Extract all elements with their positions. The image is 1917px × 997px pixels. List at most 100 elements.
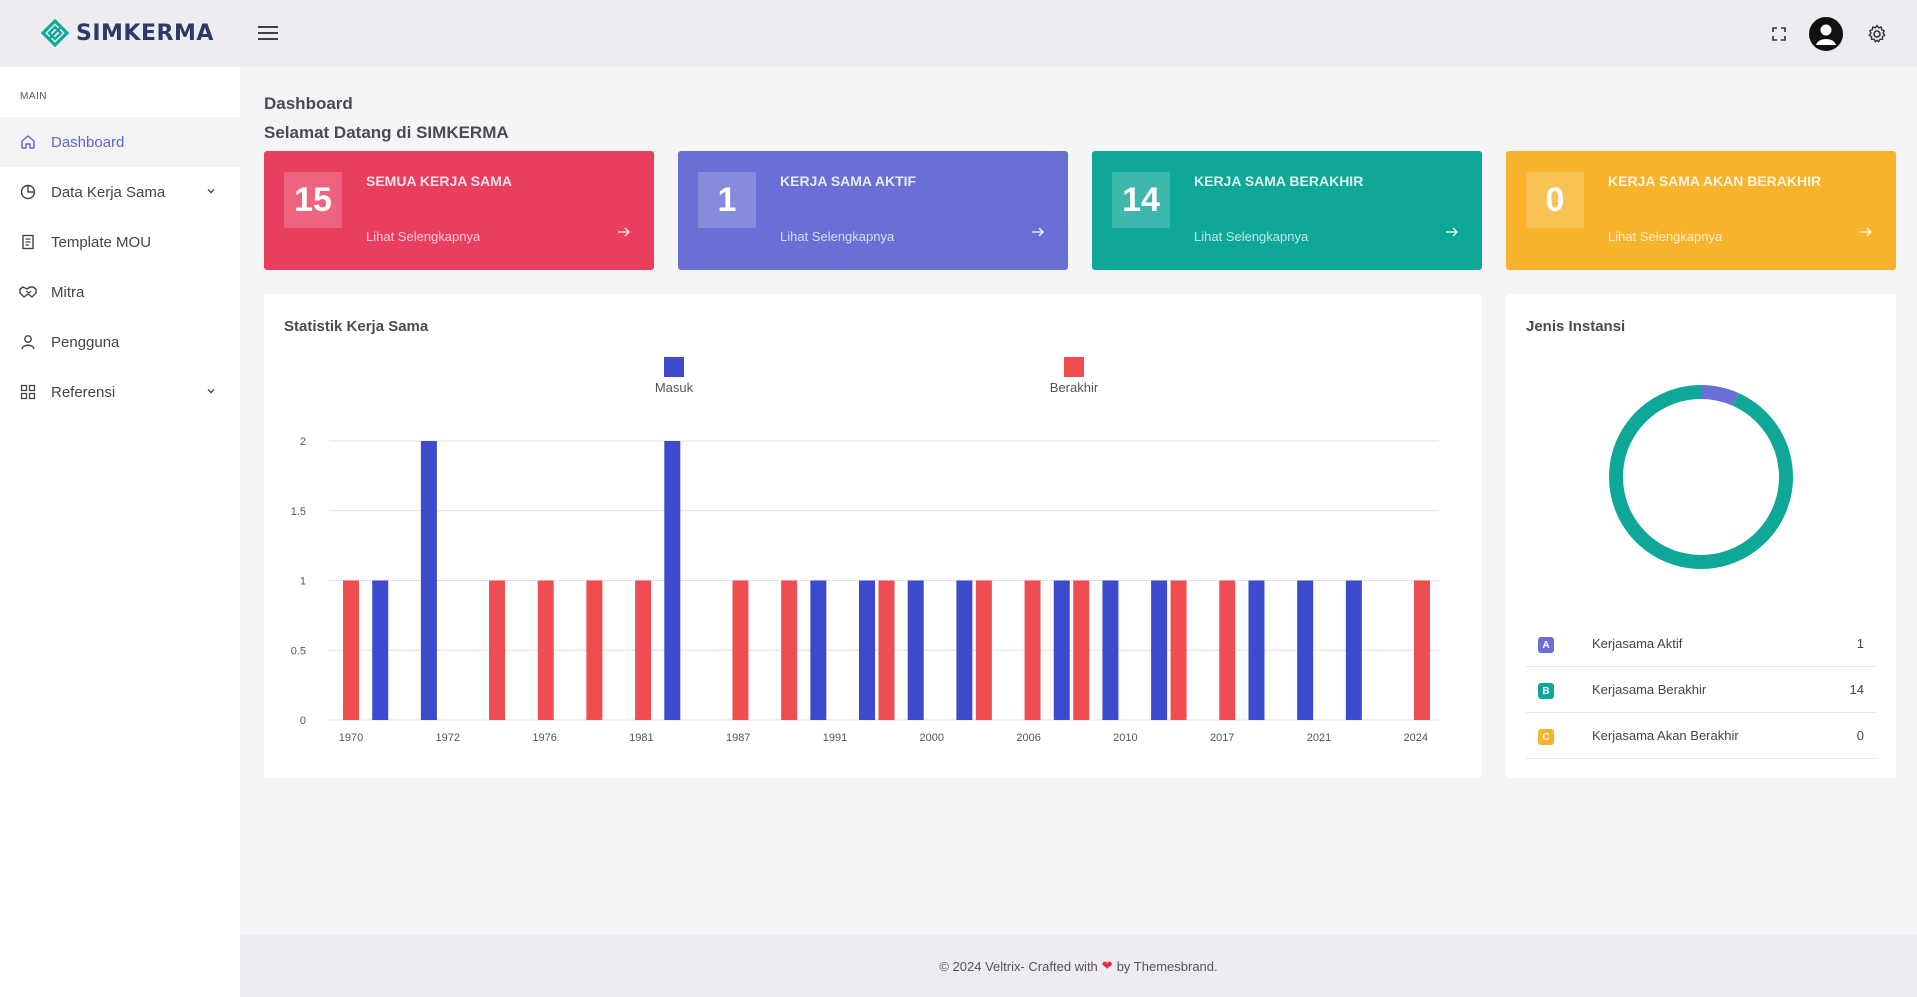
footer-text: © 2024 Veltrix- Crafted with	[939, 958, 1098, 974]
avatar[interactable]	[1809, 16, 1843, 51]
bar-masuk[interactable]	[372, 580, 389, 721]
footer: © 2024 Veltrix- Crafted with ❤ by Themes…	[240, 935, 1917, 997]
sidebar-item-referensi[interactable]: Referensi	[0, 367, 240, 417]
sidebar-item-pengguna[interactable]: Pengguna	[0, 317, 240, 367]
y-tick-label: 1	[300, 576, 306, 588]
stat-value: 14	[1112, 172, 1170, 228]
stat-value: 15	[284, 172, 342, 228]
stat-link[interactable]: Lihat Selengkapnya	[1194, 229, 1309, 244]
arrow-right-icon[interactable]	[616, 224, 632, 240]
statistik-card: Statistik Kerja Sama 0 0.5 1 1.5 2 1970 1972 19…	[264, 294, 1482, 778]
badge-b: B	[1538, 683, 1554, 699]
sidebar-section-title: MAIN	[20, 91, 47, 102]
sidebar-item-dashboard[interactable]: Dashboard	[0, 117, 240, 167]
stat-card-berakhir[interactable]: 14 KERJA SAMA BERAKHIR Lihat Selengkapny…	[1092, 151, 1482, 270]
x-tick-label: 2006	[1016, 732, 1040, 744]
user-icon	[19, 333, 37, 351]
badge-c: C	[1538, 729, 1554, 745]
brand[interactable]: SIMKERMA	[40, 18, 214, 48]
stat-link[interactable]: Lihat Selengkapnya	[780, 229, 895, 244]
arrow-right-icon[interactable]	[1858, 224, 1874, 240]
page-title: Dashboard	[264, 94, 353, 113]
bar-berakhir[interactable]	[586, 580, 603, 721]
bar-masuk[interactable]	[810, 580, 827, 721]
y-tick-label: 0	[300, 715, 306, 727]
jenis-title: Jenis Instansi	[1526, 318, 1626, 335]
x-tick-label: 1987	[726, 732, 750, 744]
legend-label[interactable]: Masuk	[655, 380, 694, 395]
footer-credit: by Themesbrand.	[1116, 958, 1218, 974]
x-tick-label: 1972	[436, 732, 460, 744]
bar-berakhir[interactable]	[975, 580, 992, 721]
gear-icon	[1868, 24, 1886, 42]
bar-masuk[interactable]	[907, 580, 924, 721]
x-tick-label: 2000	[920, 732, 944, 744]
instansi-value: 14	[1849, 682, 1864, 697]
fullscreen-icon	[1772, 26, 1786, 41]
arrow-right-icon[interactable]	[1030, 224, 1046, 240]
bar-masuk[interactable]	[1248, 580, 1265, 721]
bar-masuk[interactable]	[664, 441, 681, 720]
sidebar-item-template-mou[interactable]: Template MOU	[0, 217, 240, 267]
legend-label[interactable]: Berakhir	[1050, 380, 1099, 395]
chevron-down-icon	[207, 189, 215, 194]
bar-masuk[interactable]	[1297, 580, 1314, 721]
bar-berakhir[interactable]	[732, 580, 749, 721]
fullscreen-button[interactable]	[1759, 14, 1799, 54]
sidebar-item-label: Pengguna	[51, 333, 120, 351]
bar-masuk[interactable]	[956, 580, 973, 721]
x-tick-label: 1970	[339, 732, 363, 744]
bar-berakhir[interactable]	[537, 580, 554, 721]
donut-slice[interactable]	[1700, 385, 1739, 406]
x-tick-label: 1981	[629, 732, 653, 744]
home-icon	[19, 133, 37, 151]
stat-link[interactable]: Lihat Selengkapnya	[1608, 229, 1723, 244]
bar-berakhir[interactable]	[1073, 580, 1090, 721]
sidebar-item-label: Referensi	[51, 383, 116, 401]
x-tick-label: 2017	[1210, 732, 1234, 744]
sidebar-item-label: Dashboard	[51, 133, 125, 151]
sidebar-item-data-kerja-sama[interactable]: Data Kerja Sama	[0, 167, 240, 217]
stat-link[interactable]: Lihat Selengkapnya	[366, 229, 481, 244]
chevron-down-icon	[207, 389, 215, 394]
y-tick-label: 1.5	[291, 506, 306, 518]
stat-card-semua[interactable]: 15 SEMUA KERJA SAMA Lihat Selengkapnya	[264, 151, 654, 270]
bar-berakhir[interactable]	[781, 580, 798, 721]
bar-masuk[interactable]	[1345, 580, 1362, 721]
settings-button[interactable]	[1857, 14, 1897, 54]
bar-berakhir[interactable]	[1414, 580, 1430, 721]
x-tick-label: 2010	[1113, 732, 1137, 744]
sidebar-item-label: Data Kerja Sama	[51, 183, 166, 201]
bar-masuk[interactable]	[859, 580, 876, 721]
x-tick-label: 2021	[1307, 732, 1331, 744]
stat-card-akan-berakhir[interactable]: 0 KERJA SAMA AKAN BERAKHIR Lihat Selengk…	[1506, 151, 1896, 270]
sidebar: MAIN Dashboard Data Kerja Sama Template …	[0, 67, 240, 997]
bar-masuk[interactable]	[1053, 580, 1070, 721]
bar-berakhir[interactable]	[343, 580, 359, 721]
stat-card-aktif[interactable]: 1 KERJA SAMA AKTIF Lihat Selengkapnya	[678, 151, 1068, 270]
bar-berakhir[interactable]	[1024, 580, 1041, 721]
bar-berakhir[interactable]	[878, 580, 895, 721]
stat-label: SEMUA KERJA SAMA	[366, 173, 512, 189]
bar-masuk[interactable]	[1102, 580, 1119, 721]
legend-swatch[interactable]	[664, 357, 684, 377]
stat-label: KERJA SAMA AKTIF	[780, 173, 917, 189]
bar-masuk[interactable]	[420, 441, 437, 720]
x-tick-label: 2024	[1404, 732, 1428, 744]
legend-swatch[interactable]	[1064, 357, 1084, 377]
bar-masuk[interactable]	[1151, 580, 1168, 721]
instansi-label: Kerjasama Akan Berakhir	[1592, 728, 1739, 743]
sidebar-item-mitra[interactable]: Mitra	[0, 267, 240, 317]
bar-berakhir[interactable]	[1170, 580, 1187, 721]
arrow-right-icon[interactable]	[1444, 224, 1460, 240]
donut-slice[interactable]	[1609, 385, 1793, 569]
instansi-value: 1	[1856, 636, 1864, 651]
sidebar-item-label: Template MOU	[51, 233, 152, 251]
badge-a: A	[1538, 637, 1554, 653]
instansi-label: Kerjasama Aktif	[1592, 636, 1683, 651]
bar-berakhir[interactable]	[1219, 580, 1236, 721]
bar-berakhir[interactable]	[489, 580, 506, 721]
menu-toggle-button[interactable]	[256, 22, 282, 44]
grid-icon	[19, 383, 37, 401]
bar-berakhir[interactable]	[635, 580, 652, 721]
